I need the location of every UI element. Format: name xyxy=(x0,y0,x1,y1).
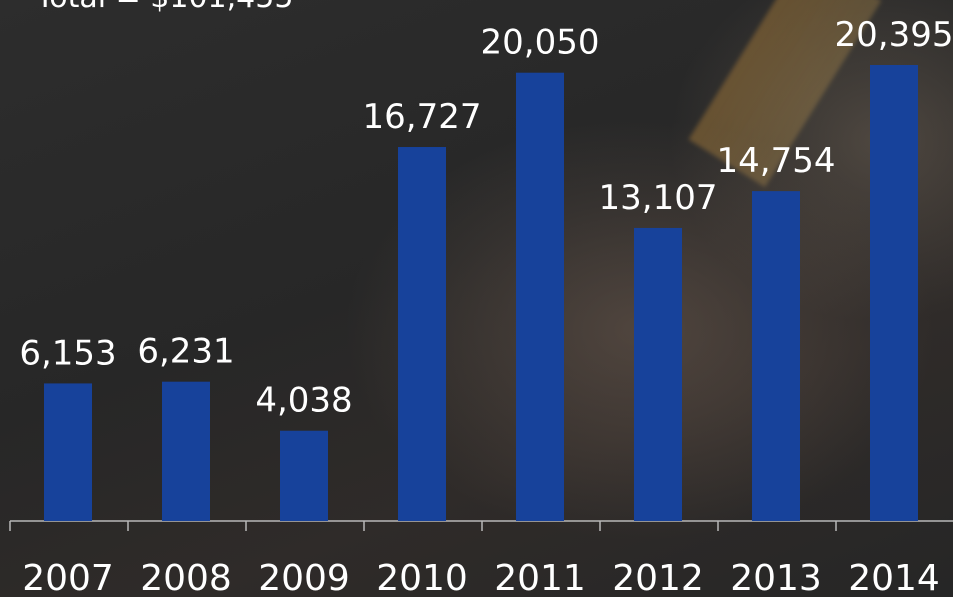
chart-total-label: Total = $101,455 xyxy=(36,0,293,15)
bar-2011 xyxy=(516,72,564,521)
x-tick-label-2014: 2014 xyxy=(848,558,940,597)
bar-2013 xyxy=(752,191,800,522)
data-label-2011: 20,050 xyxy=(481,23,600,63)
x-tick-label-2008: 2008 xyxy=(140,558,232,597)
bar-2009 xyxy=(280,430,328,521)
data-label-2012: 13,107 xyxy=(599,178,718,218)
x-tick-label-2013: 2013 xyxy=(730,558,822,597)
x-tick-label-2011: 2011 xyxy=(494,558,586,597)
data-label-2010: 16,727 xyxy=(363,97,482,137)
data-label-2008: 6,231 xyxy=(137,332,234,372)
x-tick-label-2009: 2009 xyxy=(258,558,350,597)
data-label-2013: 14,754 xyxy=(717,141,836,181)
bar-2007 xyxy=(44,383,92,521)
x-tick-label-2010: 2010 xyxy=(376,558,468,597)
bar-2012 xyxy=(634,227,682,521)
bar-2014 xyxy=(870,65,918,521)
x-tick-label-2012: 2012 xyxy=(612,558,704,597)
bar-2008 xyxy=(162,381,210,521)
data-label-2007: 6,153 xyxy=(19,333,116,373)
bar-2010 xyxy=(398,147,446,522)
data-label-2014: 20,395 xyxy=(835,15,953,55)
data-label-2009: 4,038 xyxy=(255,381,352,421)
x-tick-label-2007: 2007 xyxy=(22,558,114,597)
